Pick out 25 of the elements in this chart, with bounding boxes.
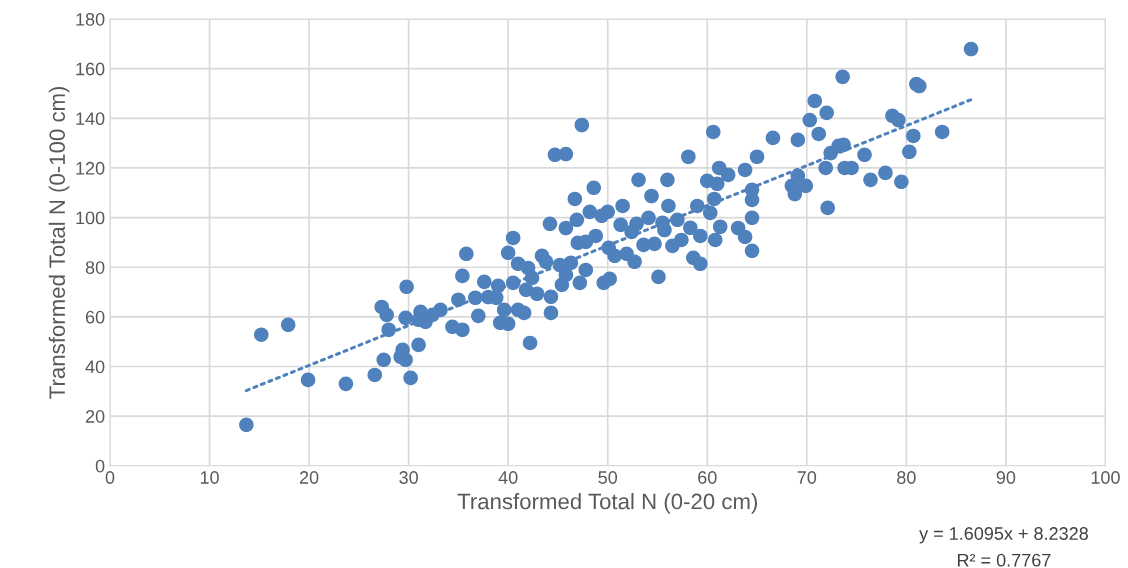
- text: R² = 0.7767: [957, 553, 1051, 567]
- x-axis-title: Transformed Total N (0-20 cm): [457, 493, 757, 514]
- x-tick-label: 80: [897, 471, 916, 484]
- y-tick-label: 140: [76, 112, 105, 126]
- x-tick-label: 40: [498, 471, 518, 484]
- x-tick-label: 60: [698, 471, 717, 484]
- x-tick-label: 90: [996, 471, 1016, 484]
- y-tick-label: 180: [76, 12, 105, 26]
- y-tick-label: 100: [76, 211, 105, 225]
- x-tick-label: 30: [399, 471, 418, 484]
- y-tick-label: 160: [76, 62, 105, 76]
- y-tick-label: 120: [76, 161, 105, 175]
- text: y = 1.6095x + 8.2328: [919, 527, 1088, 544]
- x-tick-label: 50: [598, 471, 618, 484]
- x-tick-label: 100: [1091, 471, 1120, 484]
- y-axis-title: Transformed Total N (0-100 cm): [48, 86, 70, 399]
- y-tick-label: 60: [85, 310, 105, 324]
- y-tick-label: 0: [95, 459, 105, 473]
- x-tick-label: 0: [105, 471, 115, 484]
- x-tick-label: 20: [299, 471, 319, 484]
- x-tick-label: 70: [797, 471, 817, 484]
- y-tick-label: 40: [85, 360, 105, 374]
- y-tick-label: 80: [85, 261, 105, 274]
- y-tick-label: 20: [85, 410, 105, 423]
- x-tick-label: 10: [200, 471, 219, 484]
